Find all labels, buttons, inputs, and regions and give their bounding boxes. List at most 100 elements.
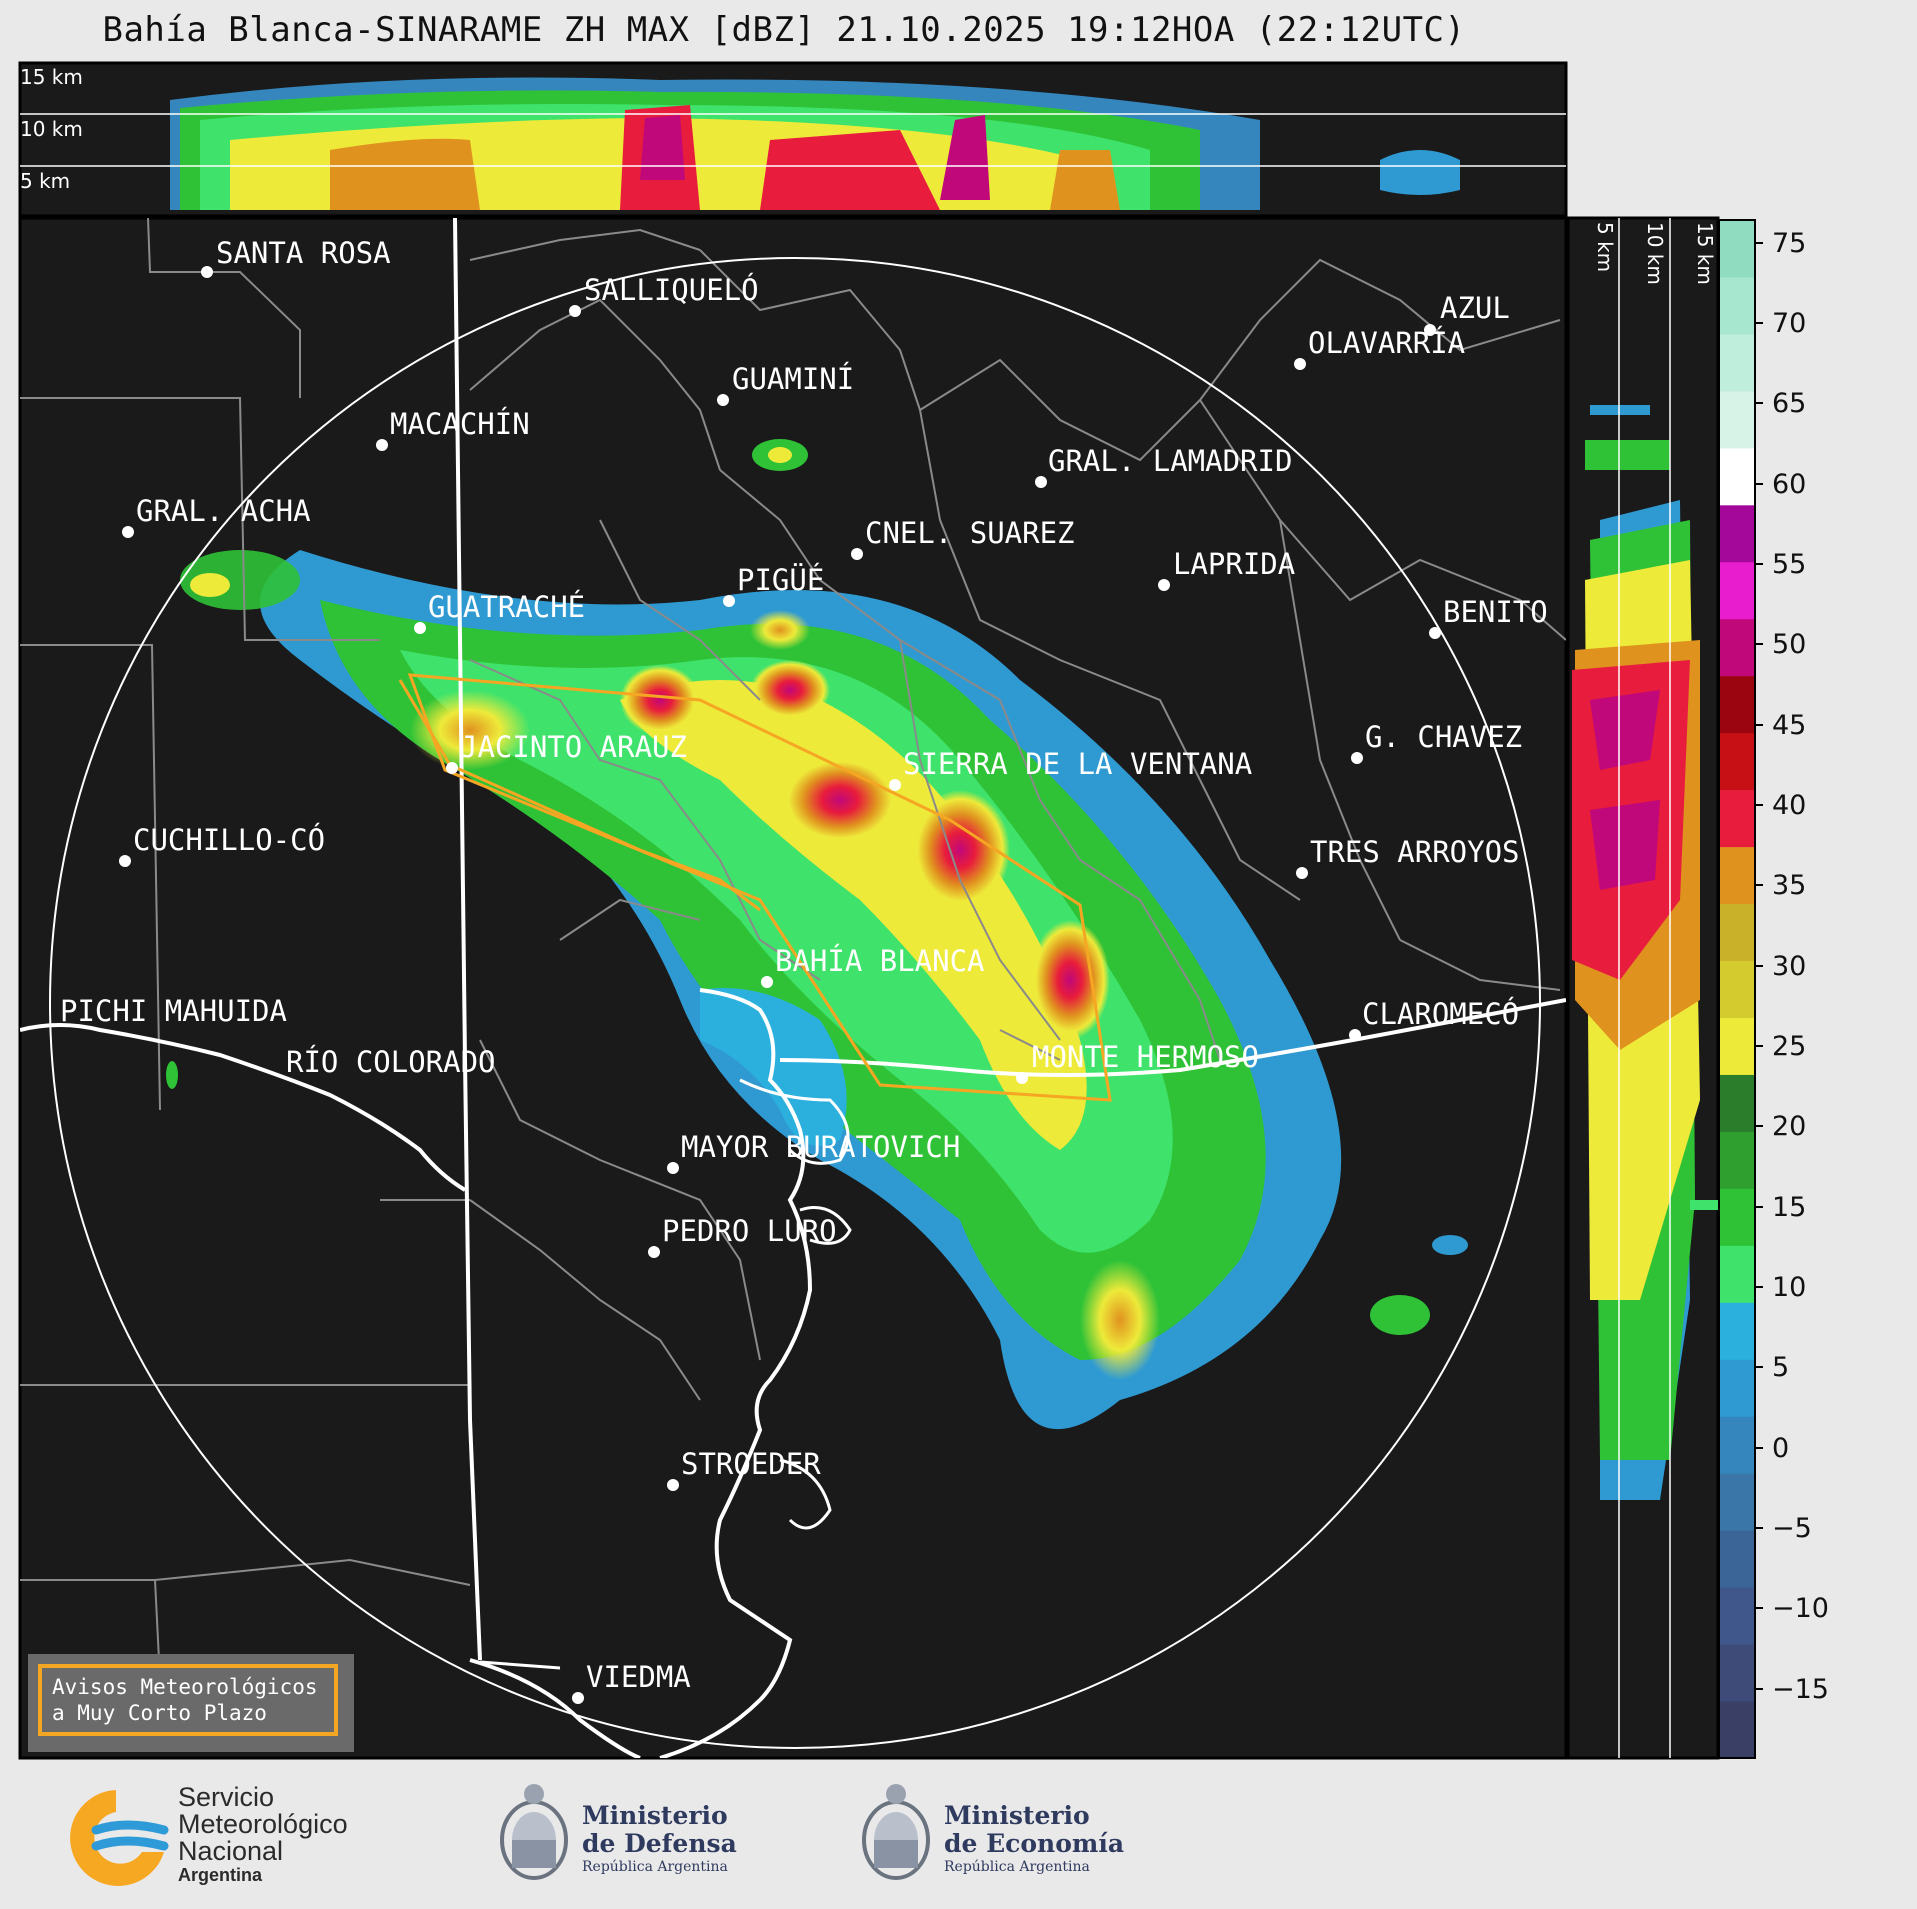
label-santa-rosa: SANTA ROSA: [216, 236, 391, 270]
label-sierra-ventana: SIERRA DE LA VENTANA: [903, 747, 1252, 781]
argentina-shield-icon: [500, 1784, 568, 1880]
colorbar-ticks: 75 70 65 60 55 50 45 40 35 30 25 20 15 1…: [1772, 228, 1829, 1705]
cb-tick-minus15: −15: [1772, 1674, 1829, 1705]
coastline: [659, 988, 813, 1758]
label-pedro-luro: PEDRO LURO: [662, 1214, 837, 1248]
label-laprida: LAPRIDA: [1173, 547, 1295, 581]
aviso-line2: a Muy Corto Plazo: [52, 1701, 267, 1725]
defensa-line2: de Defensa: [582, 1829, 737, 1858]
ministerio-defensa-logo: Ministerio de Defensa República Argentin…: [494, 1776, 754, 1896]
label-mayor-buratovich: MAYOR BURATOVICH: [681, 1130, 960, 1164]
colorbar-segment: [1719, 1644, 1755, 1702]
label-bahia-blanca: BAHÍA BLANCA: [775, 944, 985, 978]
cb-tick-minus10: −10: [1772, 1593, 1829, 1624]
radar-map: SANTA ROSA SALLIQUELÓ GUAMINÍ MACACHÍN A…: [18, 216, 1568, 1760]
smn-line3: Nacional: [178, 1836, 284, 1866]
smn-emblem-icon: [70, 1790, 169, 1886]
colorbar-segment: [1719, 1131, 1755, 1189]
smn-line4: Argentina: [178, 1865, 263, 1885]
label-azul: AZUL: [1440, 291, 1510, 325]
colorbar-segment: [1719, 1587, 1755, 1645]
colorbar-segment: [1719, 960, 1755, 1018]
cb-tick-10: 10: [1772, 1272, 1806, 1303]
colorbar-segment: [1719, 675, 1755, 734]
label-monte-hermoso: MONTE HERMOSO: [1032, 1040, 1259, 1074]
colorbar-segment: [1719, 1188, 1755, 1246]
top-alt-label-5: 5 km: [20, 169, 70, 193]
cb-tick-40: 40: [1772, 790, 1806, 821]
top-alt-label-10: 10 km: [20, 117, 83, 141]
cb-tick-35: 35: [1772, 870, 1806, 901]
label-jacinto-arauz: JACINTO ARAUZ: [460, 730, 687, 764]
colorbar-segment: [1719, 504, 1755, 563]
colorbar-segment: [1719, 1701, 1755, 1759]
colorbar-segment: [1719, 732, 1755, 791]
label-pigue: PIGÜÉ: [737, 563, 824, 597]
label-tres-arroyos: TRES ARROYOS: [1310, 835, 1520, 869]
defensa-line3: República Argentina: [582, 1859, 728, 1875]
label-claromeco: CLAROMECÓ: [1362, 997, 1519, 1031]
economia-line1: Ministerio: [944, 1801, 1090, 1830]
colorbar-segment: [1719, 789, 1755, 848]
colorbar: 75 70 65 60 55 50 45 40 35 30 25 20 15 1…: [1718, 219, 1829, 1759]
label-guatrache: GUATRACHÉ: [428, 590, 585, 624]
label-pichi-mahuida: PICHI MAHUIDA: [60, 994, 287, 1028]
smn-line2: Meteorológico: [178, 1809, 348, 1839]
colorbar-segment: [1719, 276, 1755, 335]
smn-line1: Servicio: [178, 1782, 275, 1812]
label-olavarria: OLAVARRÍA: [1308, 326, 1465, 360]
page-title: Bahía Blanca-SINARAME ZH MAX [dBZ] 21.10…: [102, 10, 1466, 50]
cb-tick-15: 15: [1772, 1192, 1806, 1223]
label-gral-lamadrid: GRAL. LAMADRID: [1048, 444, 1292, 478]
cb-tick-45: 45: [1772, 710, 1806, 741]
cb-tick-60: 60: [1772, 469, 1806, 500]
city-labels: SANTA ROSA SALLIQUELÓ GUAMINÍ MACACHÍN A…: [60, 236, 1548, 1694]
aviso-box: Avisos Meteorológicos a Muy Corto Plazo: [28, 1654, 354, 1752]
colorbar-segment: [1719, 1416, 1755, 1474]
smn-logo: Servicio Meteorológico Nacional Argentin…: [56, 1782, 396, 1892]
cb-tick-20: 20: [1772, 1111, 1806, 1142]
radar-range-ring: [49, 257, 1541, 1749]
cb-tick-70: 70: [1772, 308, 1806, 339]
cb-tick-75: 75: [1772, 228, 1806, 259]
label-benito: BENITO: [1443, 595, 1548, 629]
colorbar-segment: [1719, 1302, 1755, 1360]
side-alt-label-15: 15 km: [1693, 222, 1717, 285]
province-border: [453, 218, 482, 1661]
radar-echoes: [166, 439, 1468, 1430]
side-alt-label-5: 5 km: [1593, 222, 1617, 272]
argentina-shield-icon: [862, 1784, 930, 1880]
colorbar-segment: [1719, 1473, 1755, 1531]
label-guamini: GUAMINÍ: [732, 362, 854, 396]
colorbar-segment: [1719, 220, 1755, 278]
colorbar-segment: [1719, 447, 1755, 506]
label-g-chavez: G. CHAVEZ: [1365, 720, 1522, 754]
cb-tick-minus5: −5: [1772, 1513, 1812, 1544]
colorbar-segment: [1719, 561, 1755, 620]
colorbar-segment: [1719, 390, 1755, 449]
colorbar-segments: [1719, 220, 1755, 1759]
colorbar-segment: [1719, 1359, 1755, 1417]
label-macachin: MACACHÍN: [390, 407, 530, 441]
department-boundaries: [20, 218, 1566, 1681]
side-alt-label-10: 10 km: [1643, 222, 1667, 285]
cb-tick-5: 5: [1772, 1352, 1789, 1383]
defensa-line1: Ministerio: [582, 1801, 728, 1830]
cb-tick-0: 0: [1772, 1433, 1789, 1464]
colorbar-segment: [1719, 1017, 1755, 1075]
cb-tick-25: 25: [1772, 1031, 1806, 1062]
label-rio-colorado: RÍO COLORADO: [286, 1045, 496, 1079]
colorbar-segment: [1719, 333, 1755, 392]
city-markers: [119, 266, 1441, 1704]
colorbar-segment: [1719, 1530, 1755, 1588]
colorbar-segment: [1719, 903, 1755, 962]
label-stroeder: STROEDER: [681, 1447, 821, 1481]
colorbar-segment: [1719, 1245, 1755, 1303]
cb-tick-50: 50: [1772, 629, 1806, 660]
aviso-line1: Avisos Meteorológicos: [52, 1675, 318, 1699]
warning-polygons: [398, 673, 1112, 1102]
label-salliquelo: SALLIQUELÓ: [584, 273, 759, 307]
top-cross-section-panel: 15 km 10 km 5 km: [18, 61, 1568, 218]
economia-line3: República Argentina: [944, 1859, 1090, 1875]
